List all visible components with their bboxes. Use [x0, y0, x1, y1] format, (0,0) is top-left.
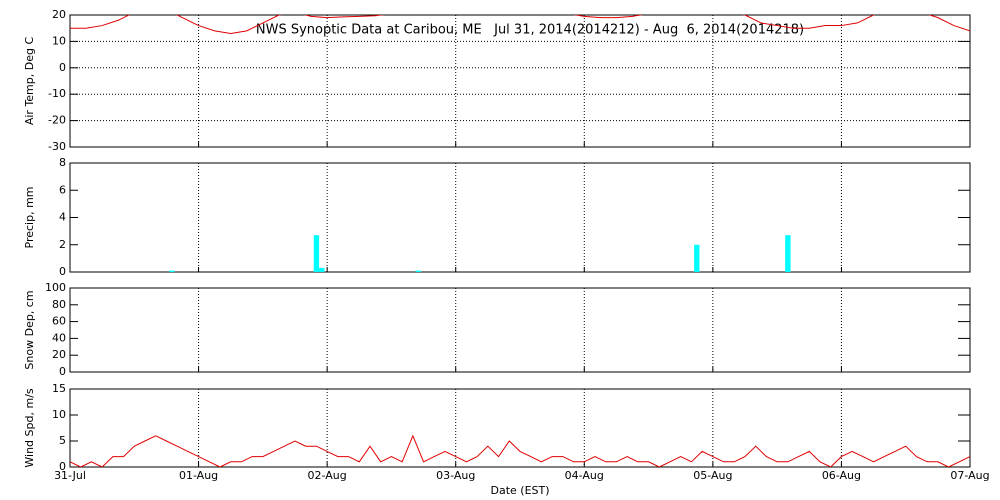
bar: [785, 235, 791, 272]
plot-area: [169, 235, 791, 272]
bar: [415, 270, 421, 272]
plot-frame: [69, 14, 971, 148]
bar: [169, 270, 175, 272]
y-tick-label: 0: [59, 460, 66, 473]
y-tick-label: 20: [52, 8, 66, 21]
y-tick-label: 0: [59, 265, 66, 278]
y-tick-label: 10: [52, 34, 66, 47]
y-tick-label: 0: [59, 365, 66, 378]
data-line: [70, 434, 970, 467]
y-axis-label: Wind Spd, m/s: [23, 388, 36, 468]
x-tick-label: 03-Aug: [436, 469, 475, 482]
x-tick-label: 04-Aug: [565, 469, 604, 482]
y-tick-label: 6: [59, 183, 66, 196]
x-tick-label: 01-Aug: [179, 469, 218, 482]
x-tick-label: 02-Aug: [308, 469, 347, 482]
y-tick-label: 15: [52, 382, 66, 395]
plot-frame: [69, 388, 971, 468]
data-line: [70, 15, 970, 34]
y-tick-label: 5: [59, 434, 66, 447]
plot-frame: [69, 162, 971, 273]
y-tick-label: 0: [59, 61, 66, 74]
x-tick-label: 07-Aug: [950, 469, 989, 482]
y-tick-label: 20: [52, 348, 66, 361]
plot-frame: [69, 287, 971, 373]
x-tick-label: 05-Aug: [693, 469, 732, 482]
y-tick-label: 60: [52, 315, 66, 328]
chart-title: NWS Synoptic Data at Caribou, ME Jul 31,…: [256, 23, 804, 38]
y-tick-label: -20: [48, 114, 66, 127]
y-tick-label: 4: [59, 211, 66, 224]
y-tick-label: 2: [59, 238, 66, 251]
y-tick-label: 10: [52, 408, 66, 421]
x-tick-label: 31-Jul: [54, 469, 86, 482]
y-tick-label: 8: [59, 156, 66, 169]
bar: [319, 267, 325, 272]
y-tick-label: -30: [48, 140, 66, 153]
bar: [694, 244, 700, 272]
plot-area: [70, 434, 970, 467]
x-tick-label: 06-Aug: [822, 469, 861, 482]
y-axis-label: Precip, mm: [23, 187, 36, 249]
y-tick-label: -10: [48, 87, 66, 100]
y-axis-label: Air Temp, Deg C: [23, 37, 36, 126]
y-tick-label: 100: [45, 281, 66, 294]
y-tick-label: 80: [52, 298, 66, 311]
y-axis-label: Snow Dep, cm: [23, 290, 36, 369]
bar: [313, 235, 320, 272]
x-axis-label: Date (EST): [490, 484, 549, 497]
plot-area: [70, 15, 970, 34]
y-tick-label: 40: [52, 331, 66, 344]
